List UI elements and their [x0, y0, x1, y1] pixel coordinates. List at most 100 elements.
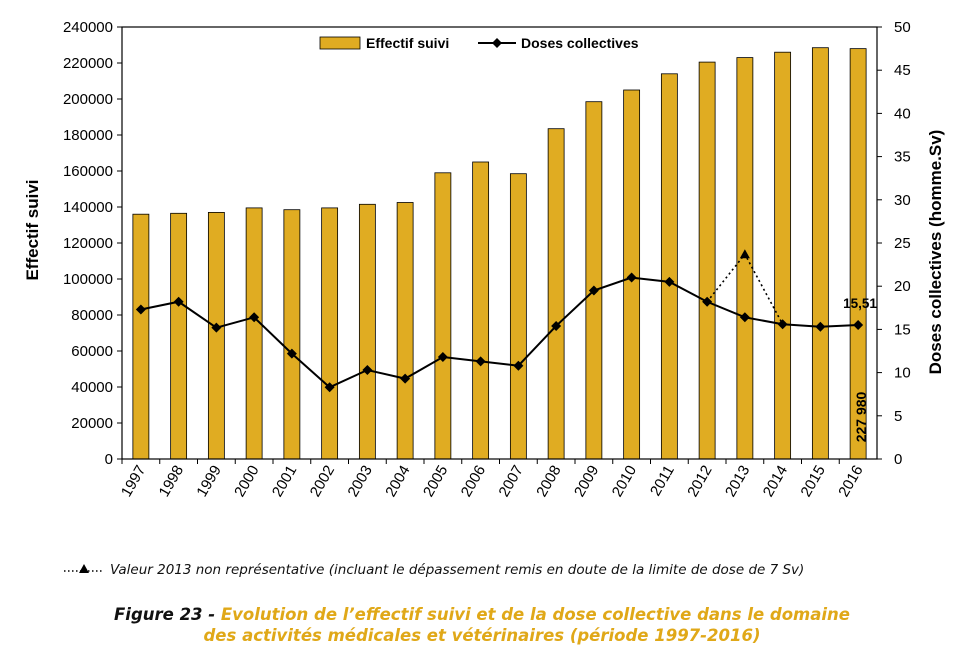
x-tick-label: 1997: [118, 463, 149, 500]
dose-marker-2006: [475, 356, 486, 367]
y-tick-label: 40000: [71, 379, 113, 396]
dotted-triangle-legend-icon: [64, 564, 104, 573]
y2-tick-label: 10: [894, 365, 911, 382]
y2-axis-label: Doses collectives (homme.Sv): [926, 130, 945, 375]
bar-2005: [434, 172, 452, 460]
dose-marker-1997: [135, 304, 146, 315]
y-axis-label: Effectif suivi: [23, 179, 42, 280]
x-tick-label: 2015: [797, 463, 828, 500]
chart: 0200004000060000800001000001200001400001…: [23, 19, 945, 500]
x-tick-label: 2006: [458, 463, 489, 500]
dose-marker-2004: [400, 373, 411, 384]
bar-2000: [245, 207, 263, 460]
dose-marker-1999: [211, 322, 222, 333]
x-tick-label: 2000: [231, 463, 262, 500]
dose-marker-2009: [588, 285, 599, 296]
axes: [117, 26, 882, 464]
bar-2003: [358, 203, 376, 460]
dose-marker-2007: [513, 360, 524, 371]
y-tick-label: 60000: [71, 343, 113, 360]
dose-marker-2000: [249, 312, 260, 323]
x-tick-label: 2014: [760, 463, 791, 500]
dose-marker-2016: [853, 319, 864, 330]
y2-tick-label: 15: [894, 321, 911, 338]
y2-tick-label: 0: [894, 451, 902, 468]
footnote: Valeur 2013 non représentative (incluant…: [62, 562, 942, 578]
y-tick-label: 20000: [71, 415, 113, 432]
y-tick-label: 240000: [63, 19, 113, 36]
annotation-dose-2016: 15,51: [843, 296, 877, 311]
line-series: [135, 249, 864, 393]
y2-tick-label: 40: [894, 105, 911, 122]
y2-tick-label: 25: [894, 235, 911, 252]
legend-marker-doses: [492, 38, 502, 48]
y-tick-label: 80000: [71, 307, 113, 324]
figure-caption: Figure 23 - Evolution de l’effectif suiv…: [0, 604, 964, 646]
x-tick-label: 2011: [647, 463, 678, 499]
dose-marker-2010: [626, 272, 637, 283]
x-tick-label: 2001: [269, 463, 300, 500]
bar-1997: [132, 213, 150, 460]
y2-tick-label: 45: [894, 62, 911, 79]
bar-2002: [321, 207, 339, 460]
dose-marker-1998: [173, 296, 184, 307]
bar-2015: [811, 47, 829, 460]
caption-label: Figure 23 -: [114, 605, 221, 624]
y2-tick-label: 35: [894, 149, 911, 166]
dose-marker-2008: [551, 320, 562, 331]
y-tick-label: 220000: [63, 55, 113, 72]
bar-2014: [774, 51, 792, 460]
y2-tick-label: 50: [894, 19, 911, 36]
y2-tick-label: 20: [894, 278, 911, 295]
bar-2009: [585, 101, 603, 460]
x-tick-label: 2013: [722, 463, 753, 500]
x-tick-label: 2016: [835, 463, 866, 500]
x-tick-label: 2002: [307, 463, 338, 500]
dose-marker-2003: [362, 365, 373, 376]
footnote-text: Valeur 2013 non représentative (incluant…: [110, 562, 805, 578]
dose-marker-2012: [702, 296, 713, 307]
plot-frame: [121, 26, 878, 460]
x-tick-label: 2010: [609, 463, 640, 500]
triangle-marker-2013: [739, 249, 750, 259]
legend: Effectif suivi Doses collectives: [319, 35, 639, 51]
x-tick-label: 2012: [684, 463, 715, 500]
annotation-effectif-2016: 227 980: [853, 391, 869, 442]
x-tick-label: 1999: [193, 463, 224, 500]
legend-label-effectif: Effectif suivi: [366, 35, 449, 51]
x-tick-label: 1998: [156, 463, 187, 500]
y-tick-label: 160000: [63, 163, 113, 180]
y2-tick-label: 5: [894, 408, 902, 425]
dose-marker-2013: [739, 312, 750, 323]
legend-label-doses: Doses collectives: [521, 35, 639, 51]
y-tick-label: 0: [105, 451, 113, 468]
x-tick-labels: 1997 1998 1999 2000 2001 2002 2003 2004 2005 2006…: [118, 463, 867, 500]
y2-tick-label: 30: [894, 192, 911, 209]
dose-marker-2001: [286, 348, 297, 359]
caption-line1: Evolution de l’effectif suivi et de la d…: [220, 605, 850, 624]
bar-1998: [170, 212, 188, 460]
bar-1999: [207, 211, 225, 460]
bar-2006: [472, 161, 490, 460]
bar-2001: [283, 209, 301, 460]
dose-marker-2014: [777, 319, 788, 330]
tick-labels: 0 20000 40000 60000 80000 100000 120000 140000 1…: [63, 19, 911, 468]
bar-2007: [509, 173, 527, 460]
dose-marker-2005: [437, 352, 448, 363]
x-tick-label: 2008: [533, 463, 564, 500]
x-tick-label: 2003: [344, 463, 375, 500]
y-tick-label: 180000: [63, 127, 113, 144]
dose-marker-2015: [815, 321, 826, 332]
caption-line2: des activités médicales et vétérinaires …: [203, 626, 761, 645]
x-tick-label: 2009: [571, 463, 602, 500]
y-tick-label: 200000: [63, 91, 113, 108]
dose-marker-2011: [664, 276, 675, 287]
bar-2008: [547, 128, 565, 460]
dose-line: [140, 276, 859, 389]
y-tick-label: 140000: [63, 199, 113, 216]
bar-2004: [396, 202, 414, 460]
bar-2013: [736, 57, 754, 460]
bar-2011: [660, 73, 678, 460]
y-tick-label: 100000: [63, 271, 113, 288]
x-tick-label: 2004: [382, 463, 413, 500]
